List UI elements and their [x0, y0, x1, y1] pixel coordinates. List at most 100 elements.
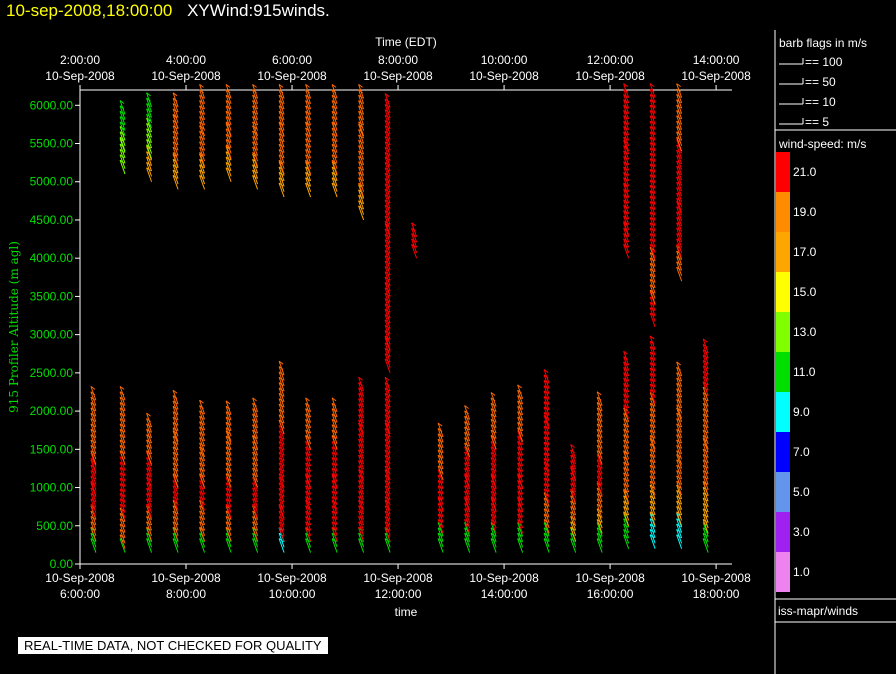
- wind-barb: [331, 408, 338, 423]
- wind-barb: [384, 510, 391, 526]
- wind-barb: [649, 403, 656, 418]
- wind-barb: [517, 446, 524, 461]
- wind-barb: [623, 227, 630, 243]
- wind-barb: [649, 454, 656, 469]
- wind-barb: [490, 508, 497, 523]
- wind-barb: [146, 156, 153, 172]
- wind-barb: [676, 361, 683, 377]
- wind-barb: [358, 460, 365, 475]
- wind-barb: [278, 143, 285, 159]
- wind-barb: [464, 519, 471, 534]
- wind-barb: [517, 485, 524, 500]
- wind-barb: [225, 487, 232, 503]
- wind-barb: [623, 456, 630, 471]
- wind-barb: [146, 538, 153, 553]
- x-top-tick-label-date: 10-Sep-2008: [469, 69, 539, 83]
- wind-barb: [623, 483, 630, 498]
- wind-barb: [623, 518, 630, 533]
- wind-barb: [331, 127, 338, 143]
- wind-barb: [490, 497, 497, 513]
- wind-barb: [146, 123, 153, 138]
- wind-barb: [596, 418, 603, 433]
- wind-barb: [305, 89, 312, 104]
- wind-barb: [252, 451, 259, 467]
- wind-barb: [543, 420, 550, 435]
- wind-barb: [649, 302, 656, 317]
- wind-barb: [384, 255, 391, 270]
- barb-flag-label: == 100: [805, 55, 843, 69]
- wind-barb: [278, 493, 285, 508]
- wind-barb: [702, 370, 709, 386]
- wind-barb: [90, 482, 97, 497]
- wind-barb: [90, 493, 97, 508]
- wind-barb: [90, 516, 97, 531]
- wind-barb: [331, 133, 338, 148]
- wind-barb: [278, 182, 285, 198]
- wind-barb: [172, 120, 179, 135]
- wind-barb: [199, 480, 206, 495]
- wind-barb: [464, 508, 471, 523]
- wind-barb: [623, 182, 630, 198]
- wind-barb: [384, 178, 391, 193]
- wind-barb: [225, 105, 232, 120]
- wind-barb: [649, 211, 656, 227]
- wind-barb: [702, 454, 709, 469]
- wind-barb-flag: [570, 444, 575, 448]
- wind-barb: [199, 533, 206, 548]
- wind-barb: [305, 474, 312, 490]
- wind-barb: [676, 429, 683, 444]
- wind-barb: [437, 522, 444, 537]
- wind-barb: [331, 84, 338, 99]
- wind-barb: [278, 382, 285, 397]
- wind-barb: [464, 410, 471, 426]
- wind-barb: [278, 451, 285, 467]
- wind-barb: [225, 151, 232, 166]
- wind-barb: [225, 167, 232, 182]
- x-tick-label-time: 16:00:00: [587, 587, 634, 601]
- wind-barb: [596, 429, 603, 444]
- wind-barb: [517, 473, 524, 488]
- wind-barb: [623, 120, 630, 136]
- x-tick-label-date: 10-Sep-2008: [575, 571, 645, 585]
- wind-barb: [702, 475, 709, 491]
- wind-barb: [199, 152, 206, 167]
- wind-barb: [702, 503, 709, 518]
- wind-barb: [146, 477, 153, 492]
- wind-barb: [172, 516, 179, 531]
- wind-barb: [252, 84, 259, 99]
- wind-barb: [331, 94, 338, 110]
- wind-barb: [649, 484, 656, 500]
- wind-barb-flag: [676, 83, 681, 88]
- wind-barb: [437, 497, 444, 513]
- wind-barb: [649, 367, 656, 383]
- wind-barb: [252, 446, 259, 461]
- wind-barb: [649, 470, 656, 485]
- wind-barb: [411, 244, 418, 259]
- wind-barb: [278, 403, 285, 419]
- wind-barb: [517, 384, 524, 400]
- wind-barb-flag: [305, 84, 310, 88]
- wind-barb: [437, 455, 444, 470]
- wind-barb: [146, 133, 153, 149]
- wind-barb: [146, 503, 153, 519]
- wind-barb: [358, 469, 365, 484]
- wind-barb: [543, 374, 550, 390]
- wind-barb: [119, 477, 126, 493]
- wind-barb: [172, 159, 179, 174]
- wind-barb: [411, 233, 418, 248]
- wind-barb: [623, 439, 630, 455]
- wind-barb: [278, 409, 285, 424]
- wind-barb: [411, 238, 418, 254]
- wind-barb: [305, 116, 312, 131]
- wind-barb: [305, 485, 312, 500]
- wind-barb: [90, 505, 97, 520]
- x-top-tick-label-time: 12:00:00: [587, 53, 634, 67]
- wind-barb: [146, 117, 153, 133]
- wind-barb: [384, 250, 391, 265]
- wind-barb: [676, 475, 683, 491]
- wind-barb: [252, 487, 259, 503]
- wind-barb: [146, 482, 153, 497]
- wind-barb: [199, 526, 206, 542]
- x-axis-label-top: Time (EDT): [375, 35, 437, 49]
- wind-barb: [305, 105, 312, 120]
